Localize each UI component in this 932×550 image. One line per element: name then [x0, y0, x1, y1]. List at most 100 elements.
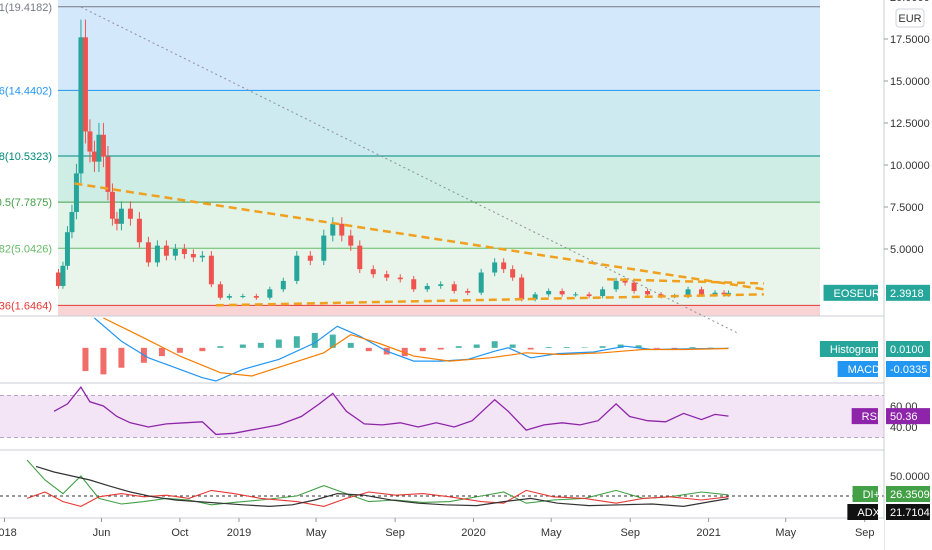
histogram-bar: [437, 347, 444, 350]
macd-pane[interactable]: [82, 317, 732, 382]
candle-body: [217, 284, 223, 298]
histogram-bar: [239, 344, 246, 348]
candle-body: [370, 269, 376, 275]
time-tick-label: Sep: [620, 527, 640, 539]
rsi-band: [0, 395, 884, 438]
di-plus-label-name-box: [852, 486, 878, 502]
candle-body: [136, 218, 142, 243]
last-price-label: EOSEUR 2.3918: [823, 284, 930, 301]
candle-body: [559, 291, 565, 295]
rsi-pane[interactable]: [0, 385, 884, 438]
time-axis-bg: [0, 518, 884, 550]
candle-body: [127, 208, 133, 219]
histogram-bar: [671, 347, 678, 349]
candle-body: [240, 296, 246, 298]
time-tick-label: May: [541, 527, 562, 539]
currency-button[interactable]: EUR: [895, 8, 925, 28]
adx-label-name: ADX: [857, 507, 880, 519]
di-plus-label: DI+ 26.3509: [852, 486, 930, 502]
histogram-bar: [158, 347, 165, 357]
candle-body: [82, 37, 88, 132]
rsi-label-name: RSI: [862, 411, 880, 423]
candle-body: [501, 262, 507, 270]
candle-body: [424, 285, 430, 290]
price-tick-label: 10.0000: [890, 160, 930, 172]
candle-body: [280, 280, 286, 290]
histogram-bar: [257, 342, 264, 348]
candle-body: [109, 191, 115, 219]
adx-label-name-box: [847, 504, 878, 520]
macd-label-value-box: [886, 361, 930, 377]
candle-body: [699, 289, 705, 295]
candle-body: [384, 274, 390, 278]
candle-body: [118, 208, 124, 224]
candle-body: [100, 134, 106, 157]
candle-body: [105, 156, 111, 192]
histogram-label-name-box: [819, 341, 878, 357]
time-tick-label: 2021: [696, 527, 720, 539]
candle-body: [226, 296, 232, 298]
price-axis-bg: [884, 0, 932, 550]
time-tick-label: 2020: [461, 527, 485, 539]
candle-body: [451, 284, 457, 291]
histogram-bar: [401, 347, 408, 357]
candle-body: [253, 296, 259, 298]
histogram-label-name: Histogram: [830, 344, 880, 356]
time-tick-label: 2019: [227, 527, 251, 539]
candle-body: [586, 294, 592, 297]
price-tick-label: 17.5000: [890, 34, 930, 46]
macd-label-name-box: [837, 361, 878, 377]
histogram-label-value: 0.0100: [890, 344, 924, 356]
price-axis[interactable]: 20.0000 17.5000 15.0000 12.5000 10.0000 7.500…: [883, 0, 932, 550]
histogram-bar: [293, 336, 300, 348]
rsi-label-name-box: [851, 408, 878, 425]
last-price-label-value-box: [886, 284, 930, 301]
candle-body: [87, 131, 93, 152]
price-pane[interactable]: 1(19.4182) .786(14.4402) .618(10.5323) 0.5(…: [0, 0, 932, 451]
candle-body: [267, 289, 273, 298]
candle-body: [348, 235, 354, 246]
histogram-bar: [176, 347, 183, 353]
fib-level-label: .382(5.0426): [0, 243, 52, 255]
fib-band: [58, 90, 820, 157]
candle-body: [163, 245, 169, 256]
candle-body: [190, 254, 196, 258]
candle-body: [492, 262, 498, 273]
macd-label: MACD -0.0335: [837, 361, 930, 377]
candle-body: [613, 280, 619, 290]
last-price-label-name-box: [823, 284, 878, 301]
candle-body: [438, 284, 444, 286]
adx-label: ADX 21.7104: [847, 504, 930, 520]
dmi-pane[interactable]: [0, 459, 884, 508]
price-tick-label: 12.5000: [890, 118, 930, 130]
candle-body: [645, 291, 651, 295]
candle-body: [478, 272, 484, 293]
fib-band: [58, 156, 820, 203]
histogram-bar: [599, 346, 606, 348]
candle-body: [721, 292, 727, 295]
adx-label-value-box: [886, 504, 930, 520]
time-axis[interactable]: 2018 Jun Oct 2019 May Sep 2020 May Sep 2021 May Sep: [0, 517, 884, 550]
candle-body: [172, 249, 178, 256]
time-tick-label: May: [306, 527, 327, 539]
histogram-bar: [563, 347, 570, 348]
histogram-bar: [455, 346, 462, 348]
macd-label-name: MACD: [848, 364, 880, 376]
histogram-bar: [473, 344, 480, 348]
fib-band: [58, 6, 820, 91]
candle-body: [69, 212, 75, 233]
candle-body: [91, 151, 97, 162]
time-tick-label: 2018: [0, 527, 17, 539]
histogram-bar: [82, 347, 89, 372]
fib-level-label: 0.5(7.7875): [0, 197, 52, 209]
price-tick-label: 7.5000: [890, 202, 924, 214]
candle-body: [600, 289, 606, 297]
candle-body: [622, 280, 628, 283]
value-labels: EOSEUR 2.3918 Histogram 0.0100 MACD -0.0335 RS…: [819, 284, 930, 520]
candle-body: [321, 235, 327, 261]
histogram-bar: [419, 347, 426, 352]
price-tick-label: 15.0000: [890, 76, 930, 88]
candle-body: [546, 291, 552, 295]
candle-body: [96, 134, 102, 162]
